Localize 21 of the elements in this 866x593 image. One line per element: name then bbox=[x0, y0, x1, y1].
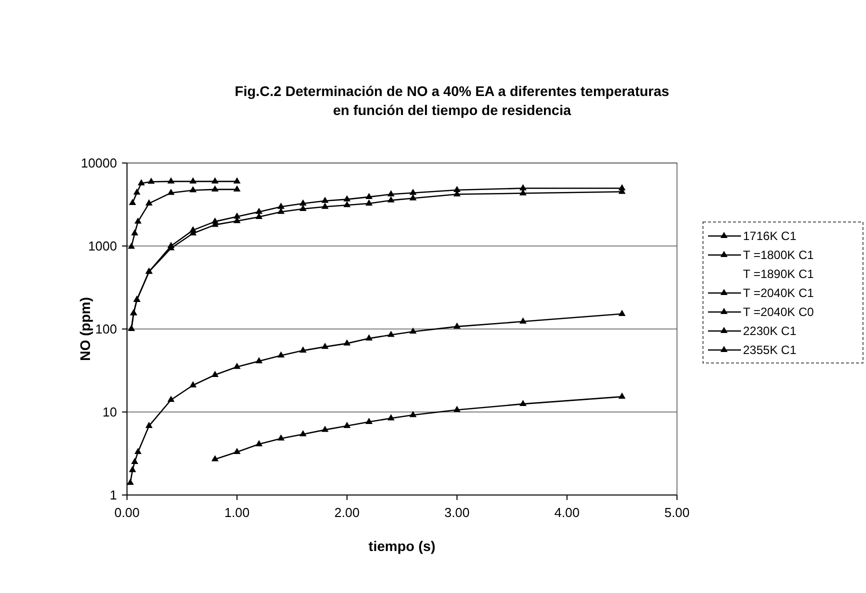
legend-label: 2230K C1 bbox=[743, 324, 797, 338]
text: T =1890K C1 bbox=[743, 267, 814, 282]
chart-title: Fig.C.2 Determinación de NO a 40% EA a diferentes temperaturas en función del tiempo de residencia bbox=[234, 83, 670, 118]
y-tick-label: 1000 bbox=[88, 238, 117, 254]
x-tick-label: 3.00 bbox=[444, 505, 470, 520]
x-tick-label: 2.00 bbox=[334, 505, 360, 520]
legend-label: T =2040K C0 bbox=[743, 305, 814, 320]
legend-label: T =1800K C1 bbox=[743, 248, 814, 262]
legend-label: 2355K C1 bbox=[743, 343, 797, 358]
legend-label: 1716K C1 bbox=[743, 229, 797, 244]
x-tick-label: 0.00 bbox=[114, 505, 140, 520]
x-axis-title: tiempo (s) bbox=[368, 538, 436, 554]
y-tick-label: 1 bbox=[110, 488, 117, 503]
y-tick-label: 100 bbox=[95, 322, 117, 337]
legend-label: T =2040K C1 bbox=[743, 286, 814, 300]
x-tick-label: 5.00 bbox=[664, 505, 690, 520]
x-tick-label: 1.00 bbox=[224, 505, 250, 520]
x-tick-label: 4.00 bbox=[554, 505, 580, 520]
y-axis-title: NO (ppm) bbox=[77, 297, 93, 361]
y-tick-label: 10 bbox=[102, 404, 117, 420]
y-tick-label: 10000 bbox=[80, 156, 117, 171]
